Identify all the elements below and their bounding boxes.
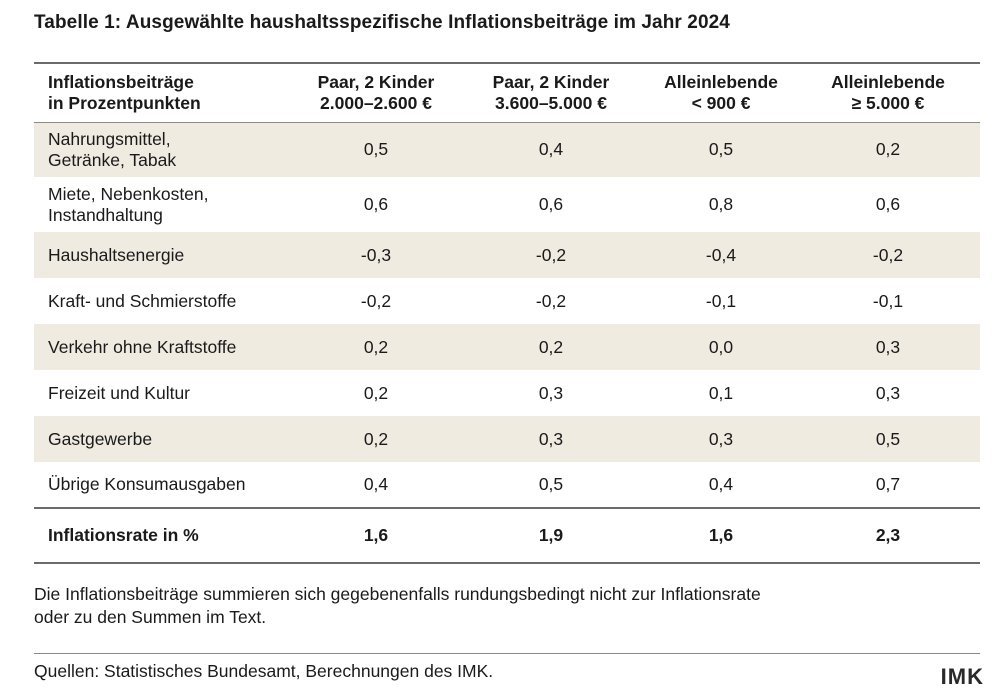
table-cell: 0,5 xyxy=(538,474,564,494)
table-title: Tabelle 1: Ausgewählte haushaltsspezifis… xyxy=(34,12,730,33)
header-col-3: Alleinlebende < 900 € xyxy=(646,62,796,123)
table-row: Freizeit und Kultur 0,2 0,3 0,1 0,3 xyxy=(34,370,980,416)
source-text: Quellen: Statistisches Bundesamt, Berech… xyxy=(34,661,494,681)
imk-logo: IMK xyxy=(940,664,984,689)
total-label: Inflationsrate in % xyxy=(34,507,296,564)
header-label-line2: in Prozentpunkten xyxy=(48,92,201,113)
header-row: Inflationsbeiträge in Prozentpunkten Paa… xyxy=(34,62,980,123)
inflation-table: Inflationsbeiträge in Prozentpunkten Paa… xyxy=(34,62,980,564)
table-cell: 0,4 xyxy=(708,474,734,494)
table-cell: 0,3 xyxy=(456,416,646,462)
table-cell: -0,1 xyxy=(872,290,904,311)
row-label-line2: Instandhaltung xyxy=(48,204,163,225)
table-row: Miete, Nebenkosten, Instandhaltung 0,6 0… xyxy=(34,177,980,232)
total-cell: 1,6 xyxy=(646,507,796,564)
table-cell: 0,5 xyxy=(646,122,796,177)
row-label: Gastgewerbe xyxy=(34,416,296,462)
row-label: Übrige Konsumausgaben xyxy=(48,474,246,494)
table-cell: 0,6 xyxy=(538,194,564,214)
table-cell: 0,3 xyxy=(646,416,796,462)
row-label: Verkehr ohne Kraftstoffe xyxy=(34,324,296,370)
table-cell: 0,1 xyxy=(708,382,734,403)
table-cell: 0,4 xyxy=(363,474,389,494)
row-label: Haushaltsenergie xyxy=(34,232,296,278)
table-cell: 0,5 xyxy=(796,416,980,462)
table-row: Nahrungsmittel, Getränke, Tabak 0,5 0,4 … xyxy=(34,122,980,177)
footnote-line1: Die Inflationsbeiträge summieren sich ge… xyxy=(34,584,761,604)
table-cell: 0,2 xyxy=(796,122,980,177)
header-col-1-line2: 2.000–2.600 € xyxy=(320,92,432,113)
table-cell: 0,2 xyxy=(363,382,389,403)
table-cell: 0,0 xyxy=(646,324,796,370)
row-label: Kraft- und Schmierstoffe xyxy=(48,290,237,311)
total-cell: 1,9 xyxy=(456,507,646,564)
table-row: Verkehr ohne Kraftstoffe 0,2 0,2 0,0 0,3 xyxy=(34,324,980,370)
table-cell: -0,2 xyxy=(535,290,567,311)
header-col-3-line2: < 900 € xyxy=(691,92,751,113)
table-cell: 0,8 xyxy=(708,194,734,214)
table-cell: 0,3 xyxy=(796,324,980,370)
table-cell: 0,3 xyxy=(875,382,901,403)
table-cell: -0,2 xyxy=(360,290,392,311)
row-label-line2: Getränke, Tabak xyxy=(48,149,177,170)
table-cell: 0,4 xyxy=(456,122,646,177)
table-cell: -0,3 xyxy=(296,232,456,278)
table-cell: -0,2 xyxy=(456,232,646,278)
footnote-line2: oder zu den Summen im Text. xyxy=(34,607,267,627)
table-cell: -0,2 xyxy=(796,232,980,278)
header-col-2-line2: 3.600–5.000 € xyxy=(495,92,607,113)
header-col-2-line1: Paar, 2 Kinder xyxy=(492,71,610,92)
row-label-line1: Nahrungsmittel, xyxy=(48,128,171,149)
table-cell: 0,5 xyxy=(296,122,456,177)
header-col-4: Alleinlebende ≥ 5.000 € xyxy=(796,62,980,123)
table-cell: -0,4 xyxy=(646,232,796,278)
table-cell: 0,2 xyxy=(296,324,456,370)
header-col-4-line1: Alleinlebende xyxy=(831,71,945,92)
header-col-1-line1: Paar, 2 Kinder xyxy=(317,71,435,92)
total-cell: 2,3 xyxy=(796,507,980,564)
total-row: Inflationsrate in % 1,6 1,9 1,6 2,3 xyxy=(34,507,980,564)
row-label: Miete, Nebenkosten, Instandhaltung xyxy=(34,177,296,232)
table-cell: 0,2 xyxy=(456,324,646,370)
table-row: Übrige Konsumausgaben 0,4 0,5 0,4 0,7 xyxy=(34,462,980,508)
row-label-line1: Miete, Nebenkosten, xyxy=(48,183,209,204)
header-label: Inflationsbeiträge in Prozentpunkten xyxy=(34,62,296,123)
table-cell: 0,3 xyxy=(538,382,564,403)
total-cell: 1,6 xyxy=(296,507,456,564)
row-label: Freizeit und Kultur xyxy=(48,382,191,403)
source-divider xyxy=(34,653,980,654)
table-row: Haushaltsenergie -0,3 -0,2 -0,4 -0,2 xyxy=(34,232,980,278)
header-col-4-line2: ≥ 5.000 € xyxy=(851,92,925,113)
table-row: Gastgewerbe 0,2 0,3 0,3 0,5 xyxy=(34,416,980,462)
header-col-2: Paar, 2 Kinder 3.600–5.000 € xyxy=(456,62,646,123)
table-cell: 0,6 xyxy=(363,194,389,214)
table-cell: 0,6 xyxy=(875,194,901,214)
footnote: Die Inflationsbeiträge summieren sich ge… xyxy=(34,583,934,629)
table-cell: 0,2 xyxy=(296,416,456,462)
header-label-line1: Inflationsbeiträge xyxy=(48,71,194,92)
row-label: Nahrungsmittel, Getränke, Tabak xyxy=(34,122,296,177)
table-row: Kraft- und Schmierstoffe -0,2 -0,2 -0,1 … xyxy=(34,278,980,324)
table-cell: 0,7 xyxy=(875,474,901,494)
table-cell: -0,1 xyxy=(705,290,737,311)
header-col-1: Paar, 2 Kinder 2.000–2.600 € xyxy=(296,62,456,123)
header-col-3-line1: Alleinlebende xyxy=(664,71,778,92)
